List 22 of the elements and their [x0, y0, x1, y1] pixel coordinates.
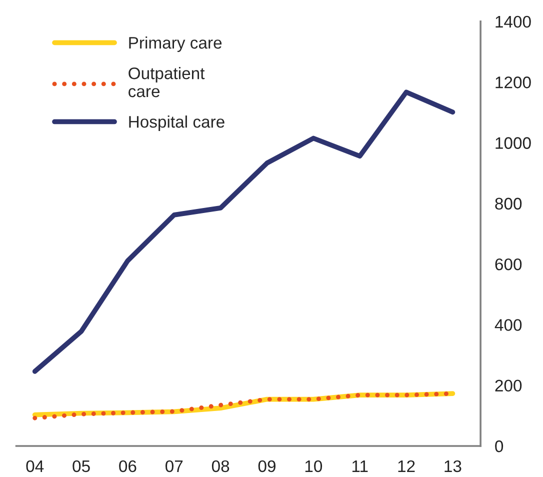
- legend-label: Outpatient care: [128, 67, 205, 98]
- y-tick-label: 200: [495, 380, 522, 392]
- line-series: [32, 90, 456, 374]
- legend-label: Primary care: [129, 36, 222, 52]
- x-tick-label: 10: [305, 460, 322, 472]
- y-tick-label: 1200: [496, 76, 531, 88]
- legend-label: Hospital care: [129, 115, 224, 132]
- x-tick-label: 08: [212, 460, 230, 472]
- x-tick-label: 11: [352, 460, 368, 472]
- x-tick-label: 07: [166, 460, 183, 472]
- x-tick-label: 06: [119, 460, 136, 472]
- y-tick-label: 400: [494, 319, 522, 331]
- x-tick-label: 12: [398, 460, 415, 472]
- x-tick-label: 09: [258, 460, 276, 472]
- x-tick-label: 13: [444, 460, 462, 472]
- y-tick-label: 1000: [496, 137, 531, 149]
- y-tick-label: 600: [495, 258, 522, 270]
- y-tick-label: 800: [495, 198, 522, 210]
- y-tick-label: 0: [495, 440, 504, 452]
- x-tick-label: 05: [72, 460, 90, 472]
- y-tick-label: 1400: [496, 16, 531, 28]
- x-tick-label: 04: [26, 460, 44, 472]
